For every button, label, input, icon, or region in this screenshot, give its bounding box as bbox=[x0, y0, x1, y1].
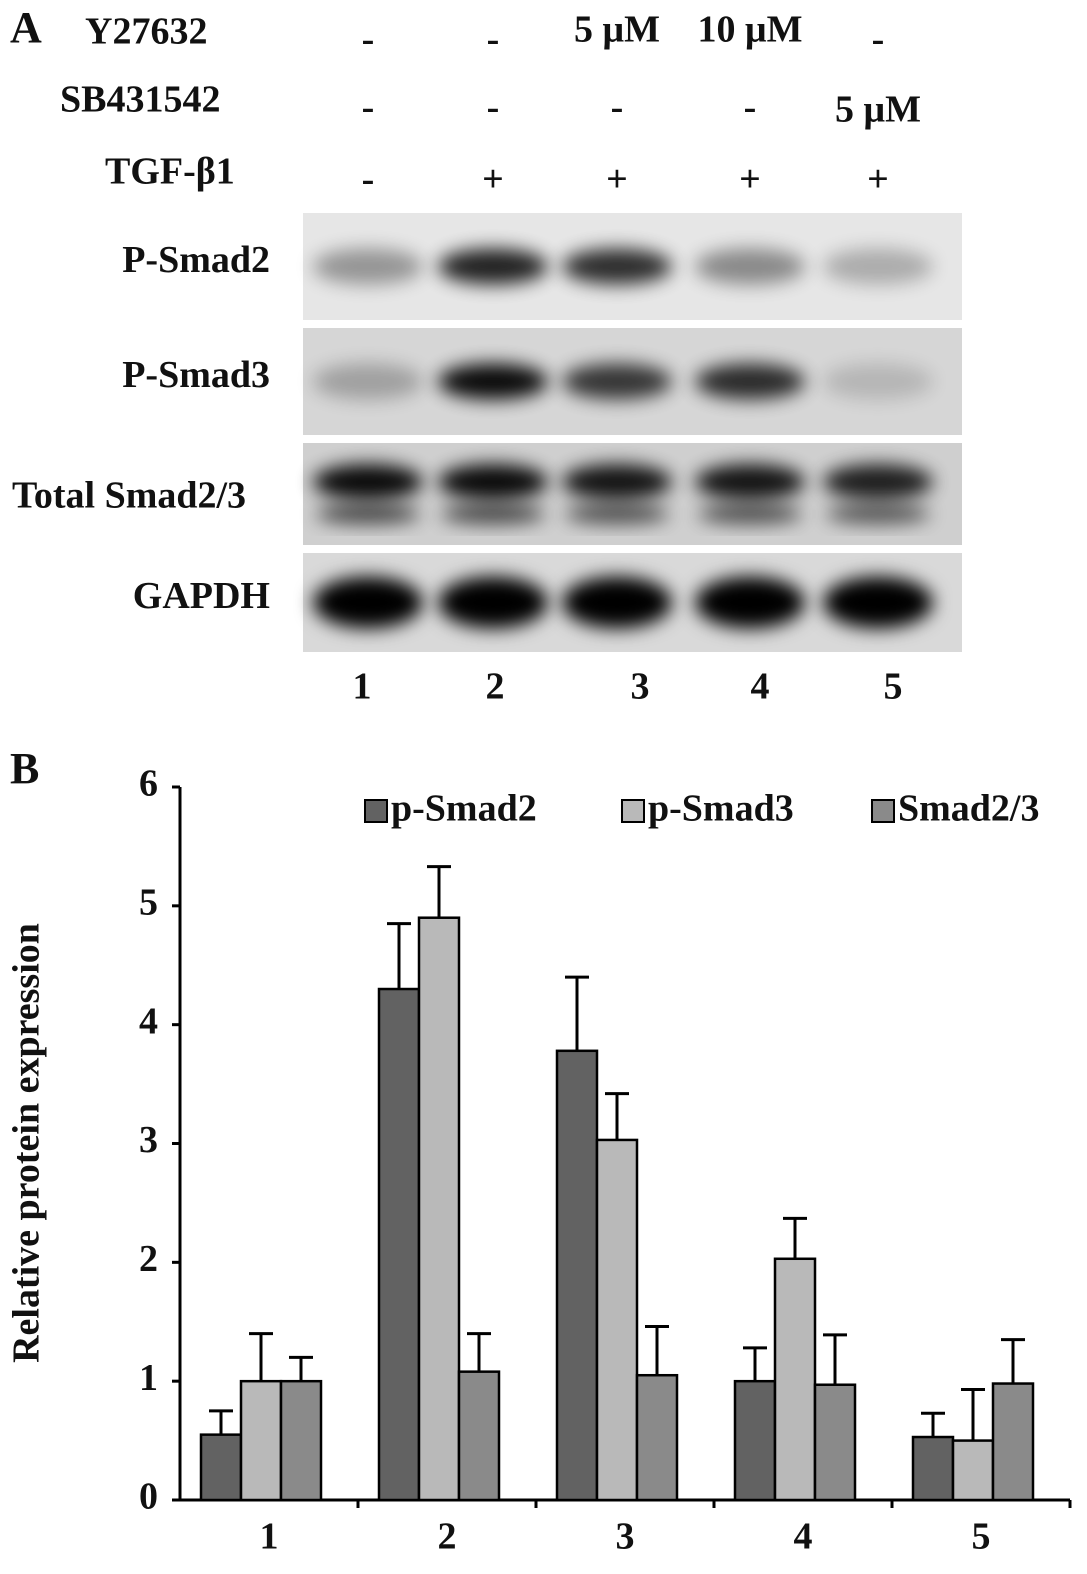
treatment-value: - bbox=[744, 87, 757, 129]
blot-band bbox=[438, 363, 548, 400]
blot-band bbox=[438, 464, 548, 500]
blot-band bbox=[565, 504, 669, 524]
x-tick-label: 4 bbox=[794, 1516, 813, 1558]
lane-number: 4 bbox=[751, 666, 770, 708]
bar bbox=[239, 1379, 283, 1502]
y-tick-label: 6 bbox=[139, 763, 158, 805]
treatment-name: Y27632 bbox=[85, 11, 207, 53]
y-tick-label: 0 bbox=[139, 1476, 158, 1518]
legend-swatch bbox=[871, 799, 895, 823]
treatment-value: + bbox=[739, 159, 761, 201]
bar bbox=[279, 1379, 323, 1502]
lane-number: 5 bbox=[884, 666, 903, 708]
x-tick-label: 5 bbox=[972, 1516, 991, 1558]
treatment-value: + bbox=[606, 159, 628, 201]
panel-label: B bbox=[10, 744, 39, 793]
bar bbox=[733, 1379, 777, 1502]
y-axis-label: Relative protein expression bbox=[6, 923, 48, 1363]
blot-band bbox=[313, 248, 423, 285]
bar bbox=[595, 1138, 639, 1502]
blot-band bbox=[823, 576, 933, 629]
lane-number: 3 bbox=[631, 666, 650, 708]
blot-label: Total Smad2/3 bbox=[12, 475, 246, 517]
blot-band bbox=[438, 248, 548, 285]
y-tick-label: 1 bbox=[139, 1357, 158, 1399]
y-tick-label: 5 bbox=[139, 882, 158, 924]
blot-band bbox=[441, 504, 545, 524]
treatment-value: - bbox=[611, 87, 624, 129]
blot-label: P-Smad2 bbox=[122, 239, 270, 281]
treatment-value: 10 μM bbox=[698, 9, 803, 51]
blot-band bbox=[313, 464, 423, 500]
bar bbox=[377, 987, 421, 1502]
treatment-value: - bbox=[362, 159, 375, 201]
blot-label: P-Smad3 bbox=[122, 354, 270, 396]
treatment-name: SB431542 bbox=[60, 79, 220, 121]
treatment-name: TGF-β1 bbox=[105, 151, 235, 193]
treatment-value: - bbox=[362, 87, 375, 129]
treatment-value: - bbox=[872, 19, 885, 61]
blot-band bbox=[695, 248, 805, 285]
treatment-value: 5 μM bbox=[835, 89, 921, 131]
legend-swatch bbox=[621, 799, 645, 823]
lane-number: 2 bbox=[486, 666, 505, 708]
blot-band bbox=[695, 363, 805, 400]
blot-band bbox=[438, 576, 548, 629]
legend-swatch bbox=[364, 799, 388, 823]
blot-band bbox=[823, 363, 933, 400]
bar bbox=[555, 1049, 599, 1502]
bar bbox=[199, 1433, 243, 1502]
x-tick-label: 1 bbox=[260, 1516, 279, 1558]
blot-band bbox=[823, 464, 933, 500]
blot-band bbox=[562, 363, 672, 400]
bar bbox=[417, 916, 461, 1502]
bar bbox=[951, 1439, 995, 1502]
bar bbox=[635, 1373, 679, 1502]
legend-label: Smad2/3 bbox=[898, 788, 1039, 830]
blot-band bbox=[698, 504, 802, 524]
blot-band bbox=[313, 363, 423, 400]
blot-band bbox=[695, 576, 805, 629]
treatment-value: 5 μM bbox=[574, 9, 660, 51]
bar bbox=[991, 1382, 1035, 1502]
legend-label: p-Smad2 bbox=[391, 788, 537, 830]
treatment-value: + bbox=[482, 159, 504, 201]
blot-band bbox=[562, 576, 672, 629]
treatment-value: - bbox=[487, 87, 500, 129]
blot-band bbox=[826, 504, 930, 524]
x-tick-label: 2 bbox=[438, 1516, 457, 1558]
blot-band bbox=[823, 248, 933, 285]
treatment-value: - bbox=[487, 19, 500, 61]
blot-band bbox=[316, 504, 420, 524]
bar bbox=[911, 1435, 955, 1502]
blot-band bbox=[695, 464, 805, 500]
x-tick-label: 3 bbox=[616, 1516, 635, 1558]
blot-band bbox=[562, 464, 672, 500]
treatment-value: + bbox=[867, 159, 889, 201]
lane-number: 1 bbox=[353, 666, 372, 708]
bar bbox=[813, 1383, 857, 1502]
blot-band bbox=[313, 576, 423, 629]
legend-label: p-Smad3 bbox=[648, 788, 794, 830]
panel-label: A bbox=[10, 3, 42, 52]
blot-label: GAPDH bbox=[133, 575, 270, 617]
bar bbox=[457, 1370, 501, 1502]
treatment-value: - bbox=[362, 19, 375, 61]
y-tick-label: 4 bbox=[139, 1000, 158, 1042]
bar bbox=[773, 1257, 817, 1502]
y-tick-label: 2 bbox=[139, 1238, 158, 1280]
y-tick-label: 3 bbox=[139, 1119, 158, 1161]
blot-band bbox=[562, 248, 672, 285]
